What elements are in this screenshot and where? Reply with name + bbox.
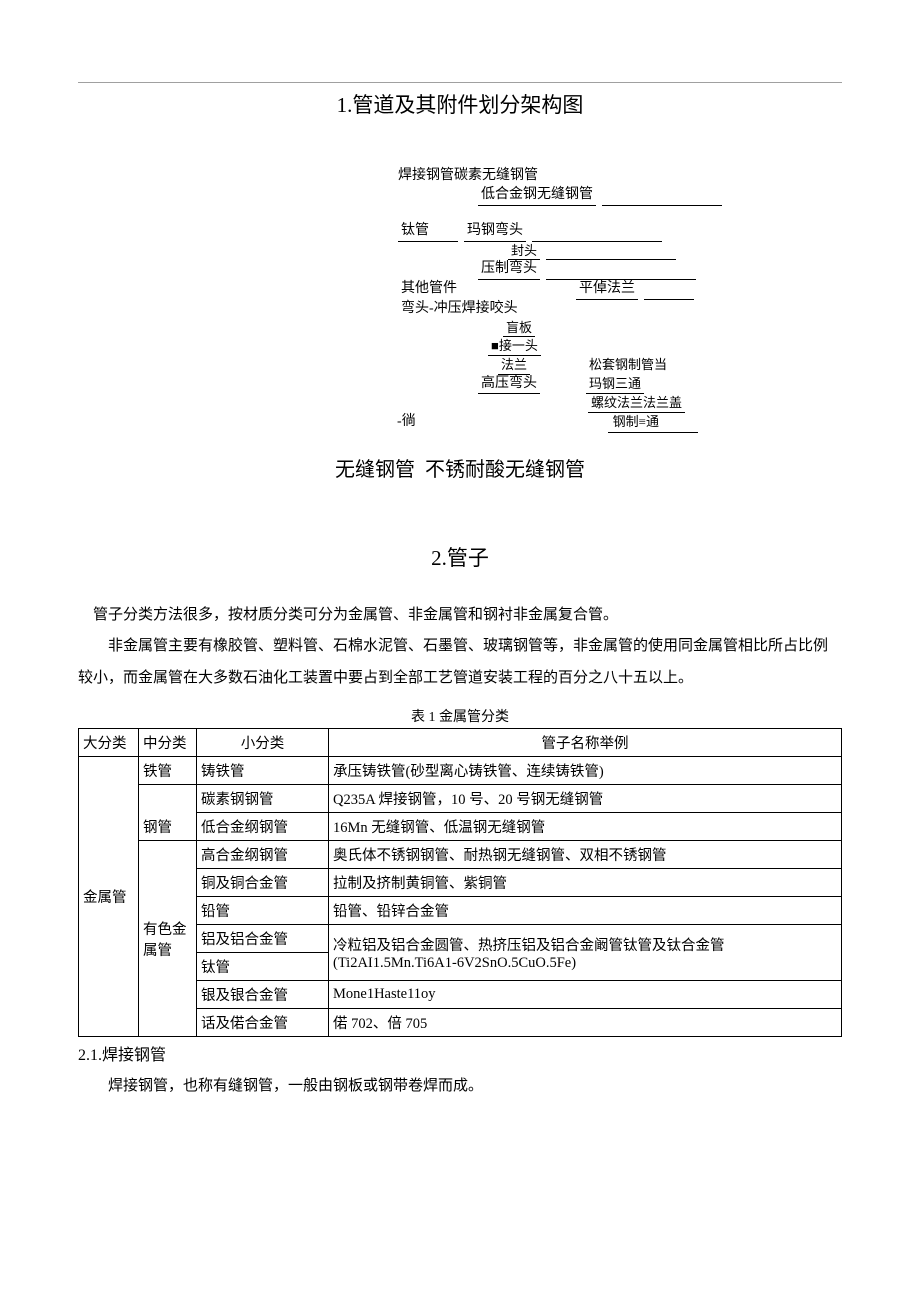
paragraph: 非金属管主要有橡胶管、塑料管、石棉水泥管、石墨管、玻璃钢管等，非金属管的使用同金… <box>78 631 842 694</box>
cell: 16Mn 无缝钢管、低温钢无缝钢管 <box>329 813 842 841</box>
cell: 碳素钢钢管 <box>197 785 329 813</box>
diagram-rule <box>546 242 676 261</box>
cell: 铁管 <box>139 757 197 785</box>
cell: 铝及铝合金管 <box>197 925 329 953</box>
cell: Mone1Haste11oy <box>329 981 842 1009</box>
cell: 高合金纲钢管 <box>197 841 329 869</box>
cell: 铸铁管 <box>197 757 329 785</box>
cell: 钢管 <box>139 785 197 841</box>
table-row: 金属管 铁管 铸铁管 承压铸铁管(砂型离心铸铁管、连续铸铁管) <box>79 757 842 785</box>
cell: 承压铸铁管(砂型离心铸铁管、连续铸铁管) <box>329 757 842 785</box>
table-header-row: 大分类 中分类 小分类 管子名称举例 <box>79 729 842 757</box>
cell: 钛管 <box>197 953 329 981</box>
diagram-line: 焊接钢管碳素无缝钢管 <box>398 167 842 186</box>
metal-pipe-table: 大分类 中分类 小分类 管子名称举例 金属管 铁管 铸铁管 承压铸铁管(砂型离心… <box>78 728 842 1037</box>
cell: 拉制及挤制黄铜管、紫铜管 <box>329 869 842 897</box>
top-rule <box>78 82 842 83</box>
heading-2: 2.管子 <box>78 542 842 572</box>
cell: 低合金纲钢管 <box>197 813 329 841</box>
diagram-node: 玛钢弯头 <box>464 222 526 242</box>
cell: 银及银合金管 <box>197 981 329 1009</box>
table-row: 钢管 碳素钢钢管 Q235A 焊接钢管，10 号、20 号钢无缝钢管 <box>79 785 842 813</box>
diagram-node: 螺纹法兰法兰盖 <box>588 394 685 413</box>
cell: 冷粒铝及铝合金圆管、热挤压铝及铝合金阚管钛管及钛合金管(Ti2AI1.5Mn.T… <box>329 925 842 981</box>
diagram-node: 钢制≡通 <box>610 413 662 432</box>
cell: 话及偌合金管 <box>197 1009 329 1037</box>
diagram-rule <box>602 186 722 206</box>
paragraph: 管子分类方法很多，按材质分类可分为金属管、非金属管和钢衬非金属复合管。 <box>78 600 842 632</box>
col-header: 大分类 <box>79 729 139 757</box>
structure-diagram: 焊接钢管碳素无缝钢管 低合金钢无缝钢管 钛管 玛钢弯头 封头 压制弯头 其他管件… <box>358 167 842 433</box>
diagram-node: -徜 <box>394 413 419 432</box>
col-header: 小分类 <box>197 729 329 757</box>
cell: 铜及铜合金管 <box>197 869 329 897</box>
cell: 有色金属管 <box>139 841 197 1037</box>
diagram-node: 其他管件 <box>398 280 460 300</box>
diagram-rule <box>532 222 662 242</box>
cell: 奥氏体不锈钢钢管、耐热钢无缝钢管、双相不锈钢管 <box>329 841 842 869</box>
diagram-node: 法兰 <box>498 356 530 375</box>
diagram-rule <box>608 432 698 433</box>
diagram-node: 低合金钢无缝钢管 <box>478 186 596 206</box>
diagram-rule <box>644 280 694 300</box>
diagram-node: 松套钢制管当 <box>586 356 670 375</box>
col-header: 管子名称举例 <box>329 729 842 757</box>
paragraph: 焊接钢管，也称有缝钢管，一般由钢板或钢带卷焊而成。 <box>78 1073 842 1100</box>
col-header: 中分类 <box>139 729 197 757</box>
cell: 金属管 <box>79 757 139 1037</box>
diagram-node: 玛钢三通 <box>586 375 644 395</box>
heading-1: 1.管道及其附件划分架构图 <box>78 89 842 119</box>
diagram-node: ■接一头 <box>488 337 541 356</box>
table-row: 有色金属管 高合金纲钢管 奥氏体不锈钢钢管、耐热钢无缝钢管、双相不锈钢管 <box>79 841 842 869</box>
center-phrase: 无缝钢管 不锈耐酸无缝钢管 <box>78 453 842 482</box>
heading-3: 2.1.焊接钢管 <box>78 1041 842 1065</box>
diagram-node: 平倬法兰 <box>576 280 638 300</box>
diagram-node: 弯头-冲压焊接咬头 <box>398 300 521 319</box>
diagram-node: 封头 <box>508 242 540 261</box>
cell: Q235A 焊接钢管，10 号、20 号钢无缝钢管 <box>329 785 842 813</box>
diagram-rule <box>546 260 696 280</box>
cell: 铅管、铅锌合金管 <box>329 897 842 925</box>
diagram-node: 压制弯头 <box>478 260 540 280</box>
diagram-node: 盲板 <box>503 319 535 338</box>
diagram-node: 高压弯头 <box>478 375 540 395</box>
diagram-node: 钛管 <box>398 222 458 242</box>
cell: 偌 702、倍 705 <box>329 1009 842 1037</box>
cell: 铅管 <box>197 897 329 925</box>
table-caption: 表 1 金属管分类 <box>78 706 842 726</box>
